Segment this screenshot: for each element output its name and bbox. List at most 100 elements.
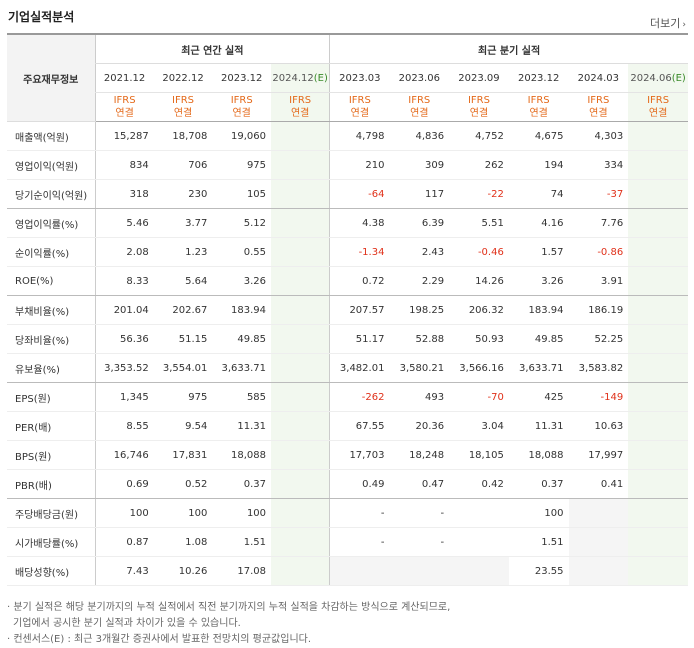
period-header: 2023.06 bbox=[389, 63, 450, 93]
table-cell bbox=[628, 121, 688, 151]
table-cell: 49.85 bbox=[508, 324, 569, 354]
table-cell bbox=[271, 382, 330, 412]
table-cell bbox=[628, 382, 688, 412]
table-cell bbox=[271, 208, 330, 238]
financial-table: 주요재무정보 최근 연간 실적 최근 분기 실적 2021.12 2022.12… bbox=[7, 33, 688, 586]
table-cell bbox=[271, 237, 330, 267]
table-cell: 334 bbox=[568, 150, 629, 180]
table-cell: 100 bbox=[153, 498, 213, 528]
table-cell: 198.25 bbox=[389, 295, 450, 325]
table-row: ROE(%) 8.33 5.64 3.26 0.72 2.29 14.26 3.26 3.91 bbox=[7, 266, 688, 296]
more-link[interactable]: 더보기 › bbox=[650, 15, 686, 31]
table-cell: 117 bbox=[389, 179, 450, 209]
table-cell: 3,583.82 bbox=[568, 353, 629, 383]
table-cell: 0.49 bbox=[329, 469, 390, 499]
table-cell bbox=[568, 556, 629, 586]
table-cell: 975 bbox=[153, 382, 213, 412]
table-cell: 3.77 bbox=[153, 208, 213, 238]
table-cell: - bbox=[329, 498, 390, 528]
table-cell bbox=[628, 266, 688, 296]
table-cell: 3,580.21 bbox=[389, 353, 450, 383]
table-cell: 10.63 bbox=[568, 411, 629, 441]
period-header: 2024.03 bbox=[568, 63, 629, 93]
table-cell: 8.33 bbox=[94, 266, 154, 296]
row-label: 영업이익(억원) bbox=[7, 150, 96, 180]
table-cell: 3,554.01 bbox=[153, 353, 213, 383]
table-cell bbox=[271, 324, 330, 354]
table-cell: 15,287 bbox=[94, 121, 154, 151]
row-label: PER(배) bbox=[7, 411, 96, 441]
table-cell: -149 bbox=[568, 382, 629, 412]
table-cell: 194 bbox=[508, 150, 569, 180]
table-cell: 5.51 bbox=[449, 208, 509, 238]
table-row: 배당성향(%) 7.43 10.26 17.08 23.55 bbox=[7, 556, 688, 586]
period-header: 2023.09 bbox=[449, 63, 509, 93]
row-label: 영업이익률(%) bbox=[7, 208, 96, 238]
table-cell: 3,633.71 bbox=[212, 353, 272, 383]
table-cell: 585 bbox=[212, 382, 272, 412]
table-cell: 4.16 bbox=[508, 208, 569, 238]
table-cell: 16,746 bbox=[94, 440, 154, 470]
row-label: 배당성향(%) bbox=[7, 556, 96, 586]
table-row: 유보율(%) 3,353.52 3,554.01 3,633.71 3,482.01 3,… bbox=[7, 353, 688, 383]
row-label: 순이익률(%) bbox=[7, 237, 96, 267]
table-cell bbox=[271, 498, 330, 528]
table-cell bbox=[628, 556, 688, 586]
row-label: 당기순이익(억원) bbox=[7, 179, 96, 209]
table-cell: 18,248 bbox=[389, 440, 450, 470]
table-row: 부채비율(%) 201.04 202.67 183.94 207.57 198.25 206… bbox=[7, 295, 688, 325]
table-cell bbox=[449, 556, 509, 586]
table-cell: - bbox=[389, 498, 450, 528]
table-cell: 206.32 bbox=[449, 295, 509, 325]
table-cell: 3.91 bbox=[568, 266, 629, 296]
table-cell: 6.39 bbox=[389, 208, 450, 238]
table-cell: 1.51 bbox=[212, 527, 272, 557]
table-cell: 202.67 bbox=[153, 295, 213, 325]
table-cell bbox=[628, 295, 688, 325]
table-cell: 0.47 bbox=[389, 469, 450, 499]
table-cell: 0.37 bbox=[508, 469, 569, 499]
table-cell: 425 bbox=[508, 382, 569, 412]
table-cell: 49.85 bbox=[212, 324, 272, 354]
table-cell: 318 bbox=[94, 179, 154, 209]
ifrs-label: IFRS 연결 bbox=[628, 92, 688, 122]
table-cell: 0.41 bbox=[568, 469, 629, 499]
ifrs-label: IFRS 연결 bbox=[94, 92, 154, 122]
table-cell: - bbox=[389, 527, 450, 557]
table-cell: 50.93 bbox=[449, 324, 509, 354]
table-cell bbox=[628, 527, 688, 557]
table-cell: 20.36 bbox=[389, 411, 450, 441]
table-cell: 183.94 bbox=[508, 295, 569, 325]
table-cell bbox=[628, 498, 688, 528]
row-label: PBR(배) bbox=[7, 469, 96, 499]
table-cell bbox=[628, 179, 688, 209]
row-label: ROE(%) bbox=[7, 266, 96, 296]
table-cell: 0.72 bbox=[329, 266, 390, 296]
table-cell bbox=[628, 208, 688, 238]
table-cell bbox=[271, 469, 330, 499]
estimate-period-header: 2024.12(E) bbox=[271, 63, 330, 93]
footnote: · 분기 실적은 해당 분기까지의 누적 실적에서 직전 분기까지의 누적 실적… bbox=[7, 602, 451, 613]
table-cell bbox=[389, 556, 450, 586]
table-cell: 3,633.71 bbox=[508, 353, 569, 383]
table-cell: 17,703 bbox=[329, 440, 390, 470]
table-cell: -0.46 bbox=[449, 237, 509, 267]
table-cell: 1.08 bbox=[153, 527, 213, 557]
table-cell bbox=[628, 440, 688, 470]
period-header: 2022.12 bbox=[153, 63, 213, 93]
table-cell: 309 bbox=[389, 150, 450, 180]
table-cell: 183.94 bbox=[212, 295, 272, 325]
table-cell: 0.55 bbox=[212, 237, 272, 267]
table-cell: 9.54 bbox=[153, 411, 213, 441]
table-cell bbox=[271, 121, 330, 151]
table-row: PBR(배) 0.69 0.52 0.37 0.49 0.47 0.42 0.37 0.41 bbox=[7, 469, 688, 499]
table-cell: 7.43 bbox=[94, 556, 154, 586]
row-label: 부채비율(%) bbox=[7, 295, 96, 325]
table-cell: 100 bbox=[508, 498, 569, 528]
estimate-period-header: 2024.06(E) bbox=[628, 63, 688, 93]
period-header: 2021.12 bbox=[94, 63, 154, 93]
table-cell bbox=[568, 527, 629, 557]
table-row: 당좌비율(%) 56.36 51.15 49.85 51.17 52.88 50.93 49.… bbox=[7, 324, 688, 354]
table-cell: 3,353.52 bbox=[94, 353, 154, 383]
table-cell: 210 bbox=[329, 150, 390, 180]
